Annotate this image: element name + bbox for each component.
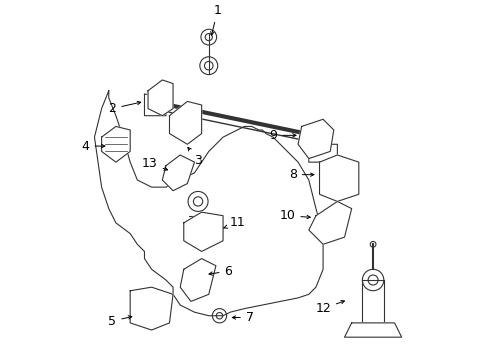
- Polygon shape: [180, 258, 216, 301]
- Polygon shape: [344, 323, 401, 337]
- Text: 8: 8: [288, 168, 313, 181]
- Polygon shape: [308, 202, 351, 244]
- Text: 5: 5: [108, 315, 131, 328]
- Text: 11: 11: [224, 216, 244, 229]
- Polygon shape: [102, 126, 130, 162]
- Text: 12: 12: [315, 301, 344, 315]
- Polygon shape: [169, 102, 201, 144]
- Text: 13: 13: [142, 157, 167, 170]
- Polygon shape: [319, 155, 358, 202]
- Polygon shape: [308, 130, 337, 162]
- Text: 6: 6: [208, 265, 232, 278]
- Text: 10: 10: [279, 209, 310, 222]
- Polygon shape: [162, 155, 194, 191]
- Text: 1: 1: [210, 4, 221, 35]
- Polygon shape: [148, 80, 173, 116]
- Text: 9: 9: [268, 129, 295, 142]
- Polygon shape: [298, 119, 333, 158]
- Text: 4: 4: [81, 140, 104, 153]
- Text: 3: 3: [187, 147, 202, 167]
- Polygon shape: [183, 212, 223, 251]
- Polygon shape: [130, 287, 173, 330]
- Text: 2: 2: [108, 102, 141, 115]
- Polygon shape: [144, 94, 165, 116]
- Text: 7: 7: [232, 311, 253, 324]
